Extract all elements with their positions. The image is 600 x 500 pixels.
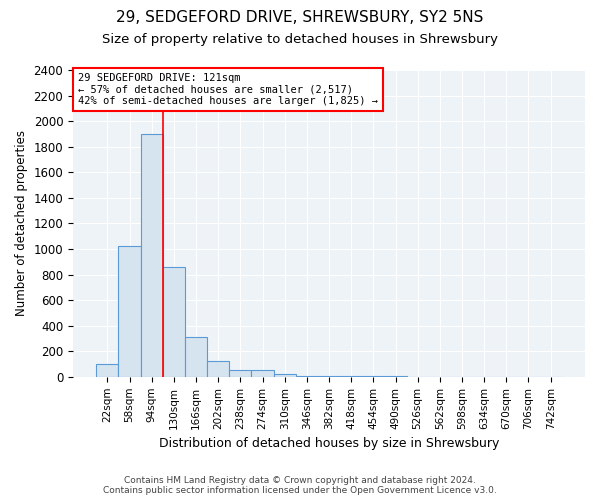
Bar xyxy=(229,370,251,377)
Bar xyxy=(118,246,140,377)
Bar xyxy=(296,376,318,377)
Text: Contains HM Land Registry data © Crown copyright and database right 2024.
Contai: Contains HM Land Registry data © Crown c… xyxy=(103,476,497,495)
Bar xyxy=(274,374,296,377)
Bar xyxy=(140,134,163,377)
Bar xyxy=(163,267,185,377)
Bar xyxy=(96,364,118,377)
Text: Size of property relative to detached houses in Shrewsbury: Size of property relative to detached ho… xyxy=(102,32,498,46)
Bar xyxy=(318,376,340,377)
Bar xyxy=(207,362,229,377)
Bar xyxy=(185,336,207,377)
Bar xyxy=(340,376,362,377)
X-axis label: Distribution of detached houses by size in Shrewsbury: Distribution of detached houses by size … xyxy=(159,437,499,450)
Bar xyxy=(251,370,274,377)
Y-axis label: Number of detached properties: Number of detached properties xyxy=(15,130,28,316)
Text: 29, SEDGEFORD DRIVE, SHREWSBURY, SY2 5NS: 29, SEDGEFORD DRIVE, SHREWSBURY, SY2 5NS xyxy=(116,10,484,25)
Text: 29 SEDGEFORD DRIVE: 121sqm
← 57% of detached houses are smaller (2,517)
42% of s: 29 SEDGEFORD DRIVE: 121sqm ← 57% of deta… xyxy=(78,73,378,106)
